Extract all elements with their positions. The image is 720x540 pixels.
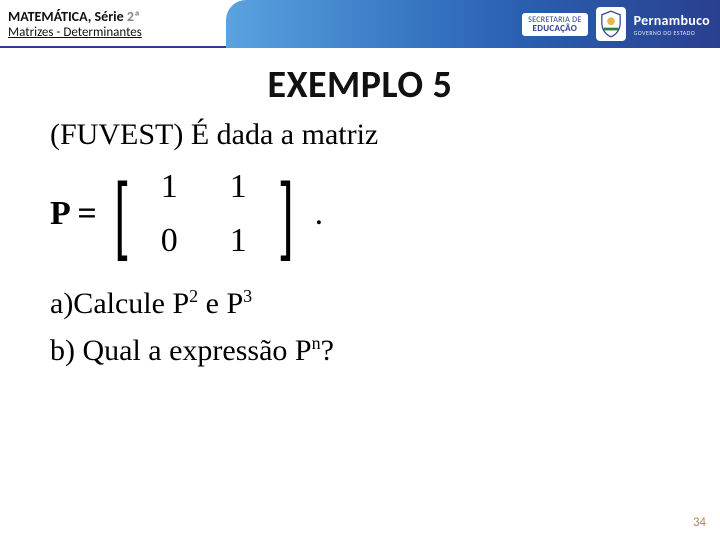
subject-text: MATEMÁTICA, — [8, 8, 91, 25]
page-number: 34 — [693, 515, 706, 530]
series-value: 2ª — [127, 8, 140, 25]
matrix-period: . — [315, 195, 324, 233]
matrix-label: P = — [50, 195, 97, 233]
qa-prefix: a)Calcule — [50, 287, 172, 320]
series-label: Série — [95, 8, 124, 25]
qb-exp: n — [312, 333, 321, 353]
header-topic: Matrizes - Determinantes — [8, 25, 222, 40]
state-name: Pernambuco GOVERNO DO ESTADO — [634, 12, 710, 37]
header-band: MATEMÁTICA, Série 2ª Matrizes - Determin… — [0, 0, 720, 48]
secretariat-logo: SECRETARIA DE EDUCAÇÃO — [522, 13, 587, 36]
slide-title: EXEMPLO 5 — [0, 62, 720, 108]
secretariat-bottom: EDUCAÇÃO — [528, 24, 581, 33]
matrix-cell-12: 1 — [204, 160, 273, 214]
matrix-table: 1 1 0 1 — [135, 160, 273, 268]
matrix-cell-21: 0 — [135, 214, 204, 268]
matrix-cell-22: 1 — [204, 214, 273, 268]
header-subject-line: MATEMÁTICA, Série 2ª — [8, 8, 222, 25]
qb-P: P — [295, 334, 312, 367]
matrix-row: P = [ 1 1 0 1 ] . — [50, 160, 670, 268]
question-b: b) Qual a expressão Pn? — [50, 331, 670, 372]
state-shield-icon — [596, 7, 626, 41]
question-a: a)Calcule P2 e P3 — [50, 284, 670, 325]
qa-P2: P — [226, 287, 243, 320]
problem-lead: É dada a matriz — [191, 118, 378, 151]
state-tagline: GOVERNO DO ESTADO — [634, 29, 710, 37]
header-right-band: SECRETARIA DE EDUCAÇÃO Pernambuco GOVERN… — [226, 0, 720, 48]
matrix-P: [ 1 1 0 1 ] — [109, 160, 299, 268]
matrix-cell-11: 1 — [135, 160, 204, 214]
right-bracket-icon: ] — [280, 182, 293, 247]
qa-exp1: 2 — [189, 286, 198, 306]
qa-and: e — [198, 287, 226, 320]
qa-P1: P — [172, 287, 189, 320]
problem-source: (FUVEST) — [50, 118, 183, 151]
header-left-block: MATEMÁTICA, Série 2ª Matrizes - Determin… — [0, 0, 230, 48]
qb-prefix: b) Qual a expressão — [50, 334, 295, 367]
qb-qmark: ? — [321, 334, 334, 367]
problem-intro: (FUVEST) É dada a matriz — [50, 118, 670, 152]
qa-exp2: 3 — [243, 286, 252, 306]
left-bracket-icon: [ — [114, 182, 127, 247]
problem-content: (FUVEST) É dada a matriz P = [ 1 1 0 1 ] — [50, 118, 670, 371]
state-name-text: Pernambuco — [634, 12, 710, 29]
